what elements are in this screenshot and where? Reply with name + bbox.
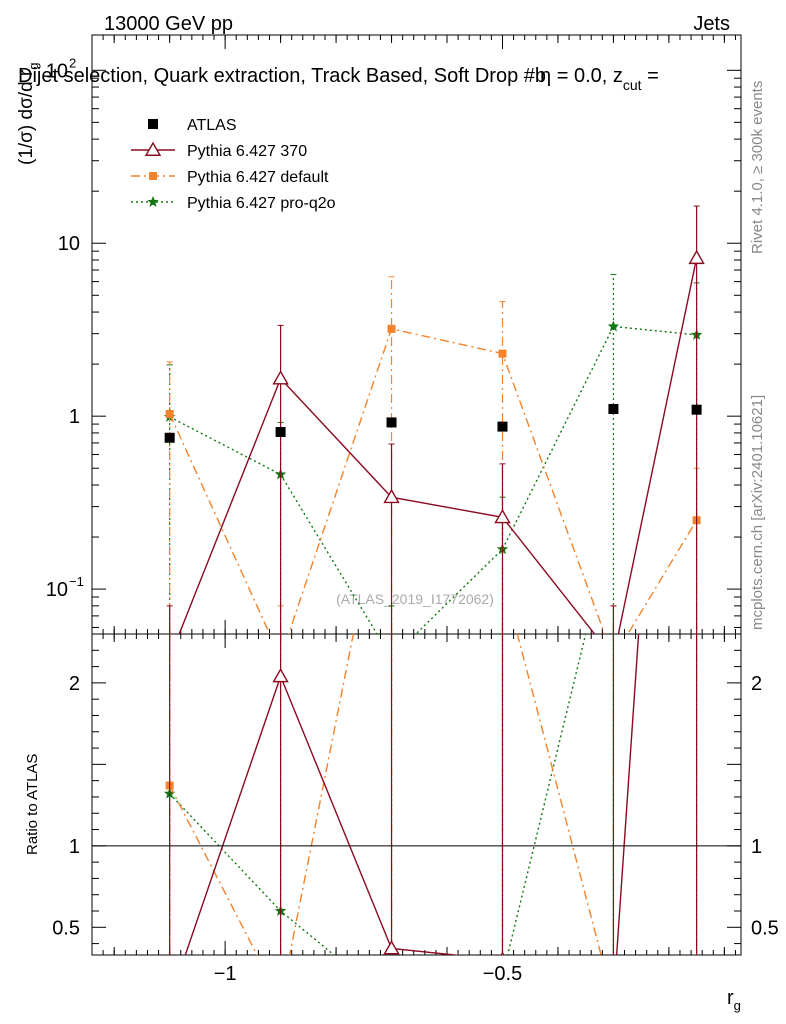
series-line	[169, 325, 697, 634]
marker-square	[148, 119, 158, 129]
marker-triangle	[383, 488, 400, 504]
legend-label: Pythia 6.427 370	[187, 143, 307, 160]
ratio-panel-series	[163, 634, 698, 955]
plot-title-cut: cut	[623, 77, 642, 93]
x-axis-label-sub: g	[734, 998, 741, 1013]
marker-square-small	[387, 324, 396, 333]
header-jets: Jets	[693, 13, 730, 35]
top-y-tick-label: 10	[58, 233, 80, 255]
top-y-tick-label: 10	[46, 60, 68, 82]
ratio-series-pythia-6-427-370	[169, 634, 698, 955]
ratio-y-label: Ratio to ATLAS	[24, 754, 41, 855]
ratio-y-tick-label-right: 1	[751, 836, 762, 858]
x-axis-label-main: r	[727, 987, 734, 1009]
top-y-tick-exponent: 2	[69, 55, 76, 70]
ratio-y-tick-label: 0.5	[52, 917, 80, 939]
x-axis-label: rg	[727, 987, 741, 1013]
marker-star	[607, 320, 620, 332]
header-energy: 13000 GeV pp	[104, 13, 233, 35]
marker-star	[147, 196, 159, 207]
plot-title-eta: η = 0.0, z	[540, 65, 623, 87]
plot-title: Dijet selection, Quark extraction, Track…	[18, 65, 659, 93]
marker-square	[691, 404, 702, 415]
marker-square	[497, 421, 508, 432]
marker-triangle	[144, 141, 162, 156]
top-y-label-main: (1/σ) dσ/d r	[16, 69, 37, 165]
legend-entry: Pythia 6.427 pro-q2o	[131, 195, 336, 212]
ratio-y-tick-label-right: 0.5	[751, 917, 779, 939]
top-y-tick-label: 1	[69, 406, 80, 428]
marker-square-small	[165, 409, 174, 418]
legend-label: ATLAS	[187, 117, 237, 134]
top-y-tick-exponent: −1	[69, 574, 84, 589]
marker-square-small	[149, 172, 157, 180]
top-y-label-sub: g	[26, 63, 41, 70]
top-panel-series	[163, 205, 705, 634]
ratio-y-tick-label: 1	[69, 836, 80, 858]
marker-square-small	[498, 349, 507, 358]
marker-triangle	[688, 249, 705, 265]
marker-square	[608, 404, 619, 415]
series-atlas	[164, 404, 702, 443]
x-tick-label: −1	[214, 963, 237, 985]
analysis-watermark: (ATLAS_2019_I1772062)	[336, 591, 494, 607]
legend-entry: Pythia 6.427 370	[131, 141, 307, 160]
plot-title-tail: =	[642, 65, 659, 87]
legend-entry: ATLAS	[148, 117, 237, 134]
marker-square	[275, 426, 286, 437]
mcplots-label: mcplots.cern.ch [arXiv:2401.10621]	[749, 395, 766, 630]
marker-triangle	[272, 370, 289, 385]
legend: ATLAS Pythia 6.427 370 Pythia 6.427 defaul…	[131, 117, 336, 212]
legend-entry: Pythia 6.427 default	[131, 169, 329, 186]
ratio-line	[184, 634, 640, 955]
marker-triangle	[383, 940, 400, 955]
rivet-label: Rivet 4.1.0, ≥ 300k events	[749, 81, 766, 254]
legend-label: Pythia 6.427 default	[187, 169, 329, 186]
ratio-y-tick-label: 2	[69, 673, 80, 695]
marker-triangle	[272, 667, 289, 683]
marker-triangle	[494, 508, 511, 524]
marker-triangle	[500, 951, 505, 955]
marker-square	[386, 417, 397, 428]
legend-label: Pythia 6.427 pro-q2o	[187, 195, 336, 212]
series-line	[169, 327, 698, 634]
top-y-tick-label: 10	[46, 579, 68, 601]
axis-ticks	[91, 35, 741, 955]
series-pythia-6-427-370	[166, 205, 705, 634]
ratio-line	[169, 634, 602, 955]
ratio-series-pythia-6-427-default	[165, 634, 698, 955]
ratio-panel-frame	[91, 633, 742, 956]
x-tick-label: −0.5	[483, 963, 522, 985]
plot-title-main: Dijet selection, Quark extraction, Track…	[18, 65, 546, 87]
marker-square	[164, 432, 175, 443]
ratio-y-tick-label-right: 2	[751, 673, 762, 695]
series-line	[178, 257, 698, 634]
top-y-label: (1/σ) dσ/d rg	[16, 63, 41, 166]
